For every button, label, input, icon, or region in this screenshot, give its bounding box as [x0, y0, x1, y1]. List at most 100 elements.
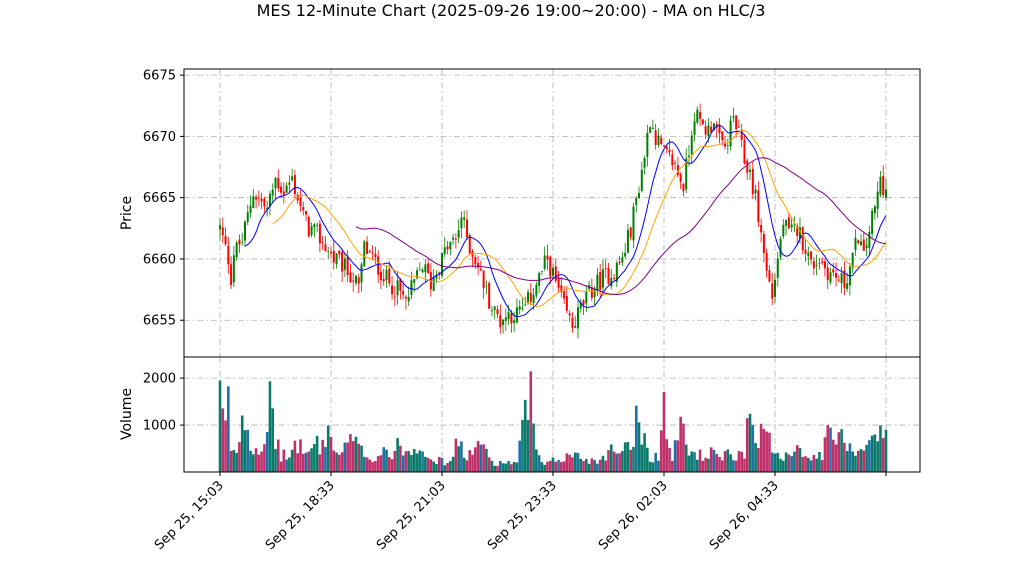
volume-bar	[834, 444, 838, 472]
volume-bar	[621, 451, 624, 472]
volume-bar	[701, 460, 705, 472]
volume-bar	[665, 439, 669, 472]
candle-body	[402, 290, 405, 295]
candle-body	[654, 130, 657, 145]
candle-body	[324, 244, 327, 252]
volume-bar	[243, 430, 247, 472]
candle-body	[277, 178, 280, 189]
candle-body	[679, 174, 682, 182]
volume-bar	[454, 438, 458, 472]
candle-body	[638, 193, 641, 199]
candle-body	[321, 241, 324, 243]
volume-bar	[884, 429, 888, 472]
chart-title: MES 12-Minute Chart (2025-09-26 19:00~20…	[257, 1, 766, 20]
volume-bar	[288, 457, 291, 472]
candle-body	[621, 257, 624, 263]
volume-panel-frame	[183, 356, 921, 473]
volume-bar	[546, 461, 549, 472]
volume-bar	[285, 459, 288, 472]
candle-body	[352, 280, 355, 282]
candle-body	[255, 196, 258, 200]
volume-bar	[648, 461, 652, 472]
volume-bar	[598, 459, 602, 472]
candle-body	[690, 135, 693, 155]
candle-body	[227, 245, 230, 265]
volume-bar	[493, 465, 497, 472]
volume-bar	[363, 456, 366, 472]
candle-body	[513, 320, 516, 323]
volume-bar	[307, 451, 311, 472]
volume-bar	[601, 455, 605, 472]
candle-body	[812, 261, 815, 269]
candle-body	[701, 119, 704, 124]
candle-body	[435, 274, 438, 279]
candle-body	[554, 266, 557, 281]
candle-body	[885, 189, 887, 198]
candle-body	[221, 227, 224, 236]
candle-body	[238, 239, 241, 245]
candle-body	[535, 284, 538, 296]
candle-body	[879, 176, 882, 195]
candle-body	[552, 267, 554, 276]
candle-body	[671, 154, 674, 166]
volume-bar	[865, 444, 868, 472]
volume-bar	[696, 459, 699, 472]
volume-bar	[238, 442, 241, 472]
volume-bar	[793, 451, 796, 472]
candle-body	[582, 300, 585, 305]
volume-bar	[743, 458, 746, 472]
candle-body	[685, 158, 688, 190]
candle-body	[529, 293, 532, 302]
volume-bar	[657, 460, 660, 472]
price-tick-label: 6655	[143, 314, 176, 329]
volume-bar	[227, 386, 230, 472]
volume-bar	[654, 452, 657, 472]
candle-body	[482, 270, 485, 289]
x-axis: Sep 25, 15:03 Sep 25, 18:33 Sep 25, 21:03 S…	[152, 472, 887, 553]
volume-bar	[809, 460, 813, 472]
volume-bar	[313, 443, 316, 472]
volume-bar	[332, 450, 336, 472]
candle-body	[518, 306, 521, 310]
volume-bar	[229, 451, 233, 472]
volume-bar	[612, 451, 616, 472]
volume-bar	[504, 463, 508, 472]
volume-bar	[848, 443, 852, 472]
candle-body	[668, 149, 671, 153]
candle-body	[366, 241, 369, 254]
volume-bar	[326, 425, 330, 472]
candle-body	[485, 285, 488, 287]
candle-body	[710, 126, 713, 133]
candle-body	[474, 257, 477, 265]
volume-bar	[790, 456, 793, 472]
volume-bar	[826, 424, 830, 472]
candle-body	[610, 278, 613, 287]
moving-average-line	[244, 124, 887, 318]
volume-bar	[548, 460, 552, 472]
volume-bar	[349, 434, 352, 472]
volume-bar	[837, 432, 841, 472]
volume-axis-label: Volume	[119, 388, 135, 440]
volume-bar	[429, 459, 433, 472]
candle-body	[449, 241, 452, 250]
volume-y-axis: 1000 2000	[143, 372, 184, 434]
candle-body	[746, 160, 749, 173]
candle-body	[826, 267, 829, 281]
candle-body	[624, 252, 627, 257]
volume-bar	[554, 461, 558, 472]
candle-body	[796, 225, 799, 237]
candle-body	[338, 250, 341, 255]
volume-bar	[732, 460, 735, 472]
candle-body	[443, 247, 446, 254]
candle-body	[585, 291, 588, 304]
candle-body	[496, 309, 499, 315]
volume-bar	[593, 460, 596, 472]
candle-body	[280, 186, 283, 193]
candle-body	[765, 252, 768, 271]
candle-body	[771, 283, 774, 299]
volume-bar	[271, 408, 275, 472]
price-tick-label: 6660	[143, 252, 176, 267]
volume-bar	[726, 449, 730, 472]
price-tick-label: 6670	[143, 130, 176, 145]
candle-body	[418, 269, 421, 271]
